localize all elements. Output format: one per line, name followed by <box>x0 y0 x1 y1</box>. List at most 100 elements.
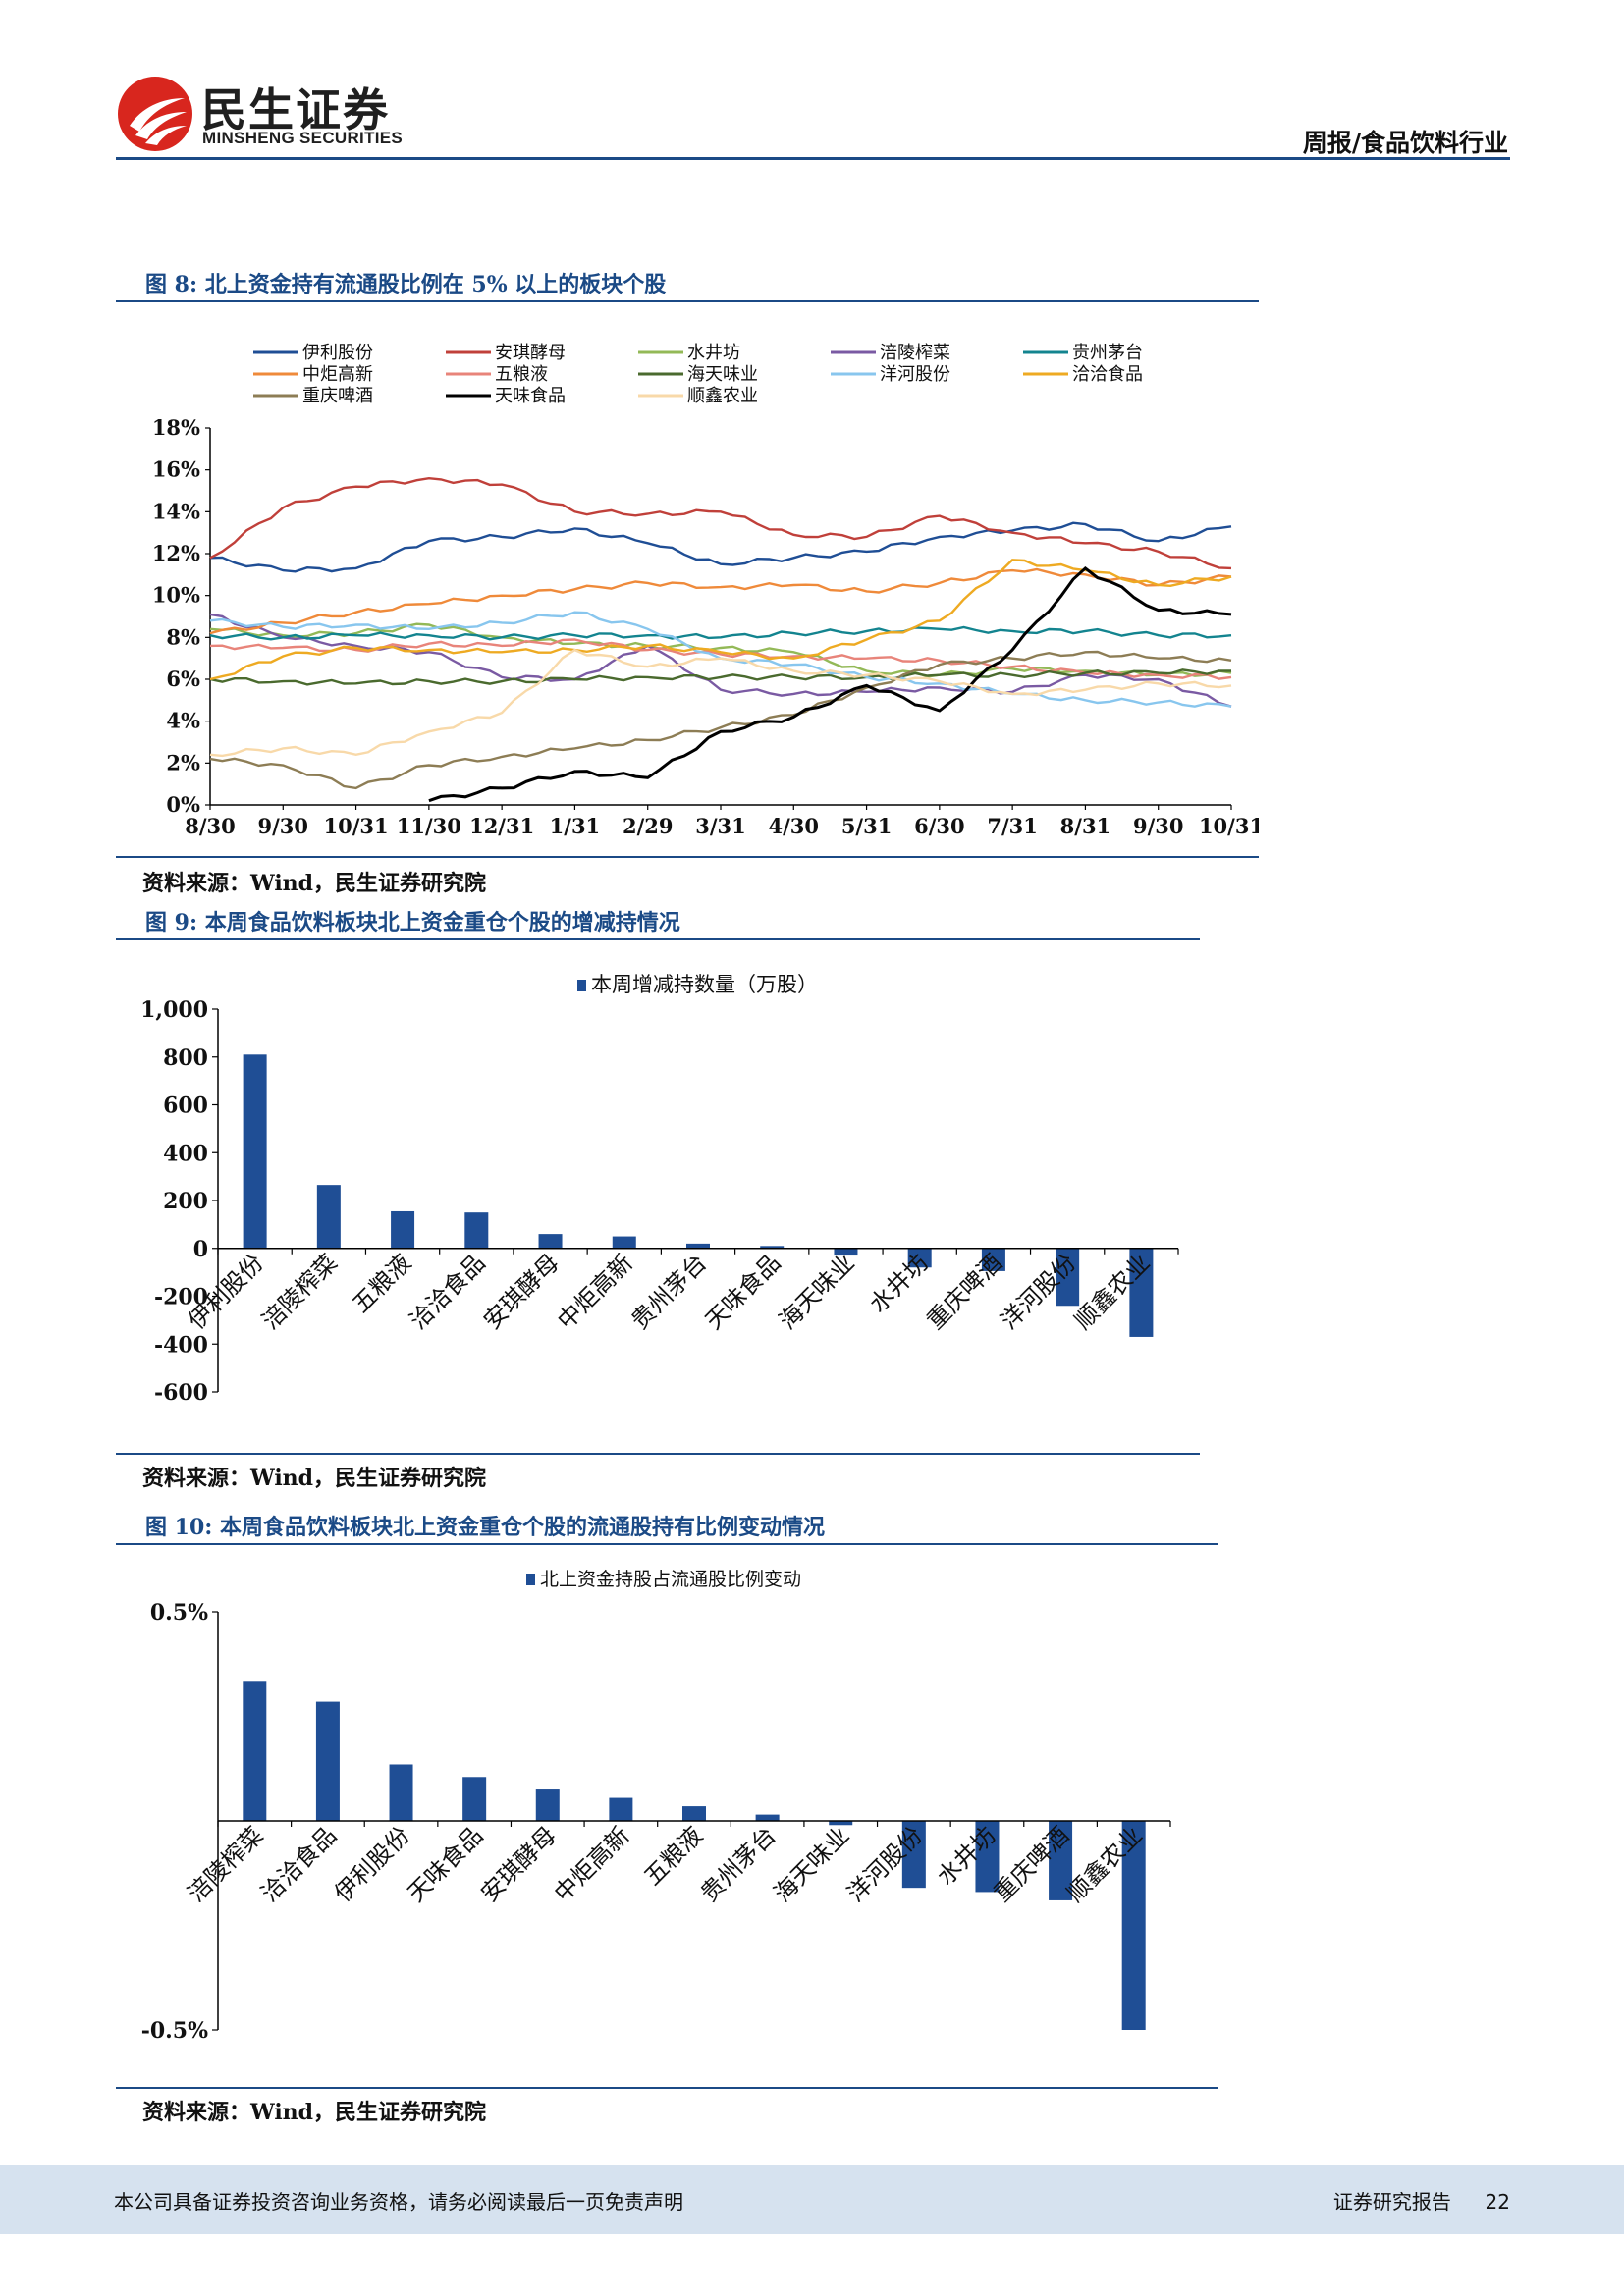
category-label: 洽洽食品 <box>255 1821 342 1907</box>
bar <box>755 1814 780 1821</box>
legend-label: 涪陵榨菜 <box>880 343 950 363</box>
bar <box>907 1248 932 1268</box>
bar <box>1056 1248 1080 1307</box>
bar <box>316 1185 341 1249</box>
figure-8-rule <box>116 300 1259 302</box>
bar <box>686 1243 710 1249</box>
y-tick-label: -0.5% <box>141 2018 208 2044</box>
y-tick-label: 6% <box>166 667 200 691</box>
y-tick-label: 0 <box>193 1237 208 1262</box>
logo-text: 民生证券 <box>201 83 390 136</box>
logo-en-text: MINSHENG SECURITIES <box>202 129 404 147</box>
y-tick-label: 18% <box>152 415 200 440</box>
series-line <box>209 567 1232 635</box>
bar <box>1129 1248 1154 1337</box>
legend-label: 天味食品 <box>495 386 566 406</box>
category-label: 海天味业 <box>774 1249 860 1335</box>
legend-label: 水井坊 <box>687 343 740 363</box>
series-line <box>209 521 1232 573</box>
category-label: 中炬高新 <box>552 1249 638 1335</box>
legend-label: 五粮液 <box>495 364 548 385</box>
category-label: 贵州茅台 <box>695 1821 782 1907</box>
legend-label: 北上资金持股占流通股比例变动 <box>540 1569 801 1590</box>
y-tick-label: 0.5% <box>150 1600 208 1626</box>
category-label: 安琪酵母 <box>475 1821 562 1907</box>
x-tick-label: 10/31 <box>324 814 389 838</box>
series-line <box>209 648 1232 758</box>
figure-9-title: 图 9: 本周食品饮料板块北上资金重仓个股的增减持情况 <box>145 910 680 935</box>
x-tick-label: 11/30 <box>397 814 461 838</box>
bar <box>1049 1821 1073 1900</box>
figure-8-source-rule <box>116 856 1259 858</box>
y-tick-label: -400 <box>154 1332 208 1358</box>
legend-label: 中炬高新 <box>302 364 373 385</box>
bar <box>535 1789 560 1821</box>
bar <box>975 1821 1000 1893</box>
bar <box>612 1236 636 1249</box>
y-tick-label: 8% <box>166 624 200 649</box>
legend-label: 贵州茅台 <box>1072 343 1143 363</box>
bar <box>981 1248 1005 1271</box>
series-line <box>209 476 1232 570</box>
category-label: 贵州茅台 <box>626 1249 713 1335</box>
bar <box>243 1681 267 1821</box>
bar <box>1121 1821 1146 2030</box>
bar <box>834 1248 858 1256</box>
y-tick-label: 16% <box>152 457 200 482</box>
legend-swatch <box>526 1574 535 1585</box>
y-tick-label: 10% <box>152 583 200 608</box>
y-tick-label: 0% <box>166 792 200 817</box>
figure-9-rule <box>116 938 1200 940</box>
legend-label: 洋河股份 <box>880 364 950 385</box>
category-label: 重庆啤酒 <box>921 1249 1007 1335</box>
figure-10-title: 图 10: 本周食品饮料板块北上资金重仓个股的流通股持有比例变动情况 <box>145 1515 826 1540</box>
category-label: 涪陵榨菜 <box>183 1821 269 1907</box>
bar-chart-holdings: 本周增减持数量（万股） -600 -400 -200 0 200 400 600 800 1,00… <box>140 973 1179 1406</box>
y-tick-label: 800 <box>163 1045 208 1071</box>
figure-10-rule <box>116 1543 1218 1545</box>
legend-label: 海天味业 <box>687 364 758 385</box>
bar <box>760 1246 785 1249</box>
y-tick-label: 200 <box>163 1189 208 1214</box>
footer-bar <box>0 2165 1624 2234</box>
x-tick-label: 8/31 <box>1060 814 1111 838</box>
series-line <box>209 559 1232 681</box>
x-tick-label: 9/30 <box>1133 814 1184 838</box>
bar <box>609 1797 633 1821</box>
bar <box>389 1764 413 1821</box>
x-tick-label: 1/31 <box>550 814 601 838</box>
y-tick-label: 600 <box>163 1094 208 1119</box>
series-line <box>209 622 1232 678</box>
category-label: 安琪酵母 <box>478 1249 565 1335</box>
legend-label: 洽洽食品 <box>1072 364 1143 385</box>
category-label: 天味食品 <box>403 1821 489 1907</box>
x-tick-label: 10/31 <box>1199 814 1259 838</box>
figure-9-source: 资料来源：Wind，民生证券研究院 <box>142 1466 487 1491</box>
report-type: 周报/食品饮料行业 <box>1302 129 1508 157</box>
category-label: 中炬高新 <box>549 1821 635 1907</box>
footer-disclaimer: 本公司具备证券投资咨询业务资格，请务必阅读最后一页免责声明 <box>114 2190 683 2214</box>
category-label: 伊利股份 <box>329 1821 415 1907</box>
series-line <box>209 650 1232 790</box>
x-tick-label: 12/31 <box>469 814 534 838</box>
series-line <box>209 625 1232 641</box>
header-rule <box>116 157 1510 160</box>
y-tick-label: 1,000 <box>140 997 208 1023</box>
category-label: 海天味业 <box>769 1821 855 1907</box>
figure-8-title: 图 8: 北上资金持有流通股比例在 5% 以上的板块个股 <box>145 272 667 297</box>
category-label: 水井坊 <box>864 1249 934 1318</box>
y-tick-label: 14% <box>152 499 200 523</box>
bar <box>462 1777 487 1821</box>
y-tick-label: 400 <box>163 1141 208 1166</box>
legend-swatch <box>577 980 586 991</box>
minsheng-logo-icon <box>116 75 194 153</box>
bar <box>682 1806 706 1821</box>
category-label: 天味食品 <box>700 1249 786 1335</box>
y-tick-label: -200 <box>154 1285 208 1310</box>
x-tick-label: 6/30 <box>914 814 965 838</box>
figure-10-source-rule <box>116 2087 1218 2089</box>
x-tick-label: 3/31 <box>695 814 746 838</box>
bar <box>538 1234 563 1249</box>
bar <box>315 1701 340 1821</box>
